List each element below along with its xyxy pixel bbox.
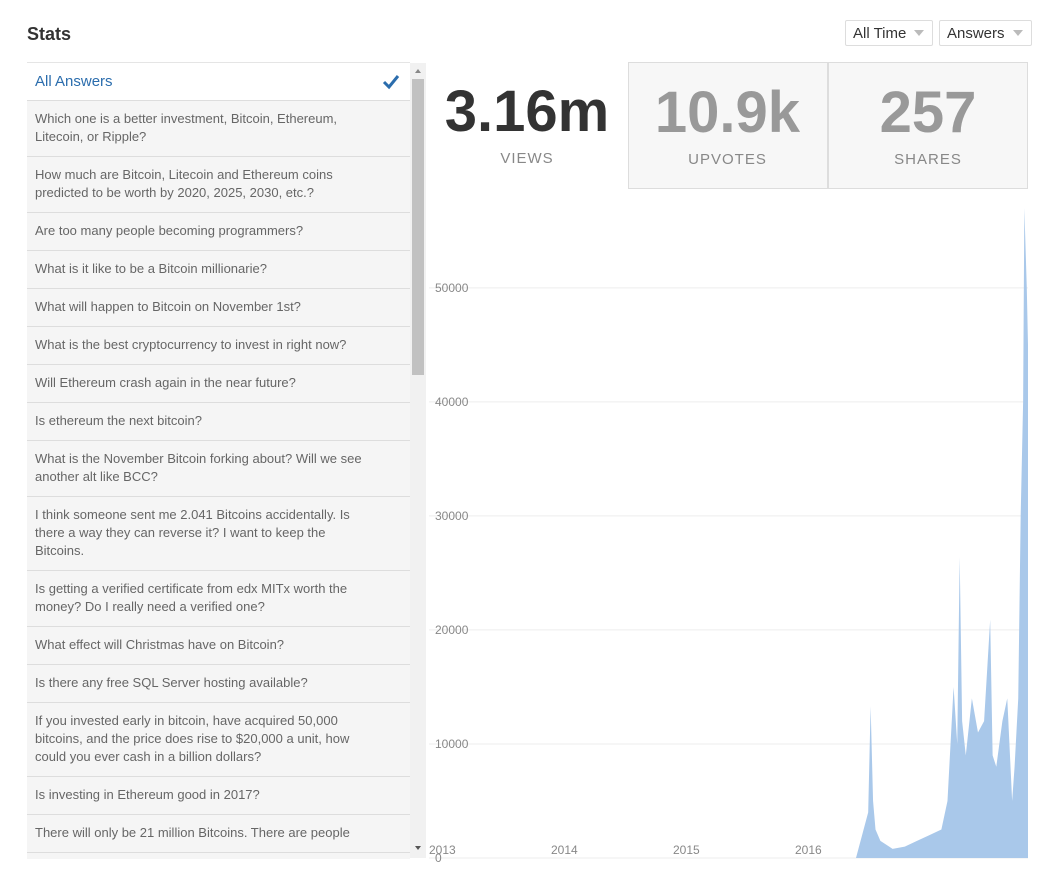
answer-title: What is the best cryptocurrency to inves… <box>35 337 347 352</box>
answer-item[interactable]: Which one is a better investment, Bitcoi… <box>27 101 410 157</box>
type-filter[interactable]: Answers <box>939 20 1032 46</box>
answer-item[interactable]: If you invested early in bitcoin, have a… <box>27 703 410 777</box>
answer-item[interactable]: What is it like to be a Bitcoin milliona… <box>27 251 410 289</box>
time-filter[interactable]: All Time <box>845 20 934 46</box>
x-tick-label: 2015 <box>673 843 700 857</box>
answer-item[interactable]: Is there any free SQL Server hosting ava… <box>27 665 410 703</box>
answer-title: If you invested early in bitcoin, have a… <box>35 713 350 764</box>
answer-item[interactable]: What is the best cryptocurrency to inves… <box>27 327 410 365</box>
stat-label: UPVOTES <box>688 151 767 168</box>
views-area <box>429 208 1028 858</box>
answer-list: All Answers Which one is a better invest… <box>27 62 410 859</box>
answer-title: What will happen to Bitcoin on November … <box>35 299 301 314</box>
answer-title: Which one is a better investment, Bitcoi… <box>35 111 338 144</box>
scroll-thumb[interactable] <box>412 79 424 375</box>
answer-title: Will Ethereum crash again in the near fu… <box>35 375 296 390</box>
answer-title: Is there any free SQL Server hosting ava… <box>35 675 308 690</box>
y-tick-label: 30000 <box>435 509 469 523</box>
stat-box: 10.9k UPVOTES <box>627 62 828 189</box>
label: All Answers <box>35 73 113 90</box>
answer-item[interactable]: I think someone sent me 2.041 Bitcoins a… <box>27 497 410 571</box>
x-tick-label: 2016 <box>795 843 822 857</box>
chart: 0 10000 20000 30000 40000 50000 2013 2014 2015 20… <box>429 208 1028 865</box>
y-tick-label: 40000 <box>435 395 469 409</box>
stat-label: VIEWS <box>500 150 554 167</box>
stat-value: 3.16m <box>444 79 610 144</box>
answer-item[interactable]: What is the November Bitcoin forking abo… <box>27 441 410 497</box>
answer-title: There will only be 21 million Bitcoins. … <box>35 825 350 840</box>
answer-title: Is investing in Ethereum good in 2017? <box>35 787 260 802</box>
check <box>382 75 400 90</box>
answer-item[interactable]: How much are Bitcoin, Litecoin and Ether… <box>27 157 410 213</box>
y-tick-label: 10000 <box>435 737 469 751</box>
stat-label: SHARES <box>894 151 962 168</box>
answer-title: I think someone sent me 2.041 Bitcoins a… <box>35 507 350 558</box>
answer-item[interactable]: There will only be 21 million Bitcoins. … <box>27 815 410 853</box>
stat-box: 3.16m VIEWS <box>427 62 627 189</box>
page-title: Stats <box>27 24 72 44</box>
answer-item[interactable]: Will Ethereum crash again in the near fu… <box>27 365 410 403</box>
stat-box: 257 SHARES <box>828 62 1028 189</box>
x-tick-label: 2014 <box>551 843 578 857</box>
answer-title: Is getting a verified certificate from e… <box>35 581 348 614</box>
answer-title: What effect will Christmas have on Bitco… <box>35 637 285 652</box>
y-tick-label: 50000 <box>435 281 469 295</box>
scrollbar[interactable] <box>410 63 426 858</box>
stat-value: 10.9k <box>654 80 801 145</box>
stat-value: 257 <box>879 80 977 145</box>
answer-title: What is it like to be a Bitcoin milliona… <box>35 261 267 276</box>
answer-item[interactable]: What will happen to Bitcoin on November … <box>27 289 410 327</box>
answer-title: What is the November Bitcoin forking abo… <box>35 451 362 484</box>
answer-title: Is ethereum the next bitcoin? <box>35 413 202 428</box>
answer-item[interactable]: Are too many people becoming programmers… <box>27 213 410 251</box>
y-tick-label: 20000 <box>435 623 469 637</box>
scroll-arrows <box>415 69 421 850</box>
answer-item[interactable]: Is investing in Ethereum good in 2017? <box>27 777 410 815</box>
answer-item[interactable]: What effect will Christmas have on Bitco… <box>27 627 410 665</box>
answer-title: Are too many people becoming programmers… <box>35 223 304 238</box>
y-tick-label: 0 <box>435 851 442 865</box>
answer-item[interactable]: Is ethereum the next bitcoin? <box>27 403 410 441</box>
all-answers[interactable]: All Answers <box>27 63 410 101</box>
x-tick-label: 2013 <box>429 843 456 857</box>
answer-title: How much are Bitcoin, Litecoin and Ether… <box>35 167 333 200</box>
answer-item[interactable]: Is getting a verified certificate from e… <box>27 571 410 627</box>
